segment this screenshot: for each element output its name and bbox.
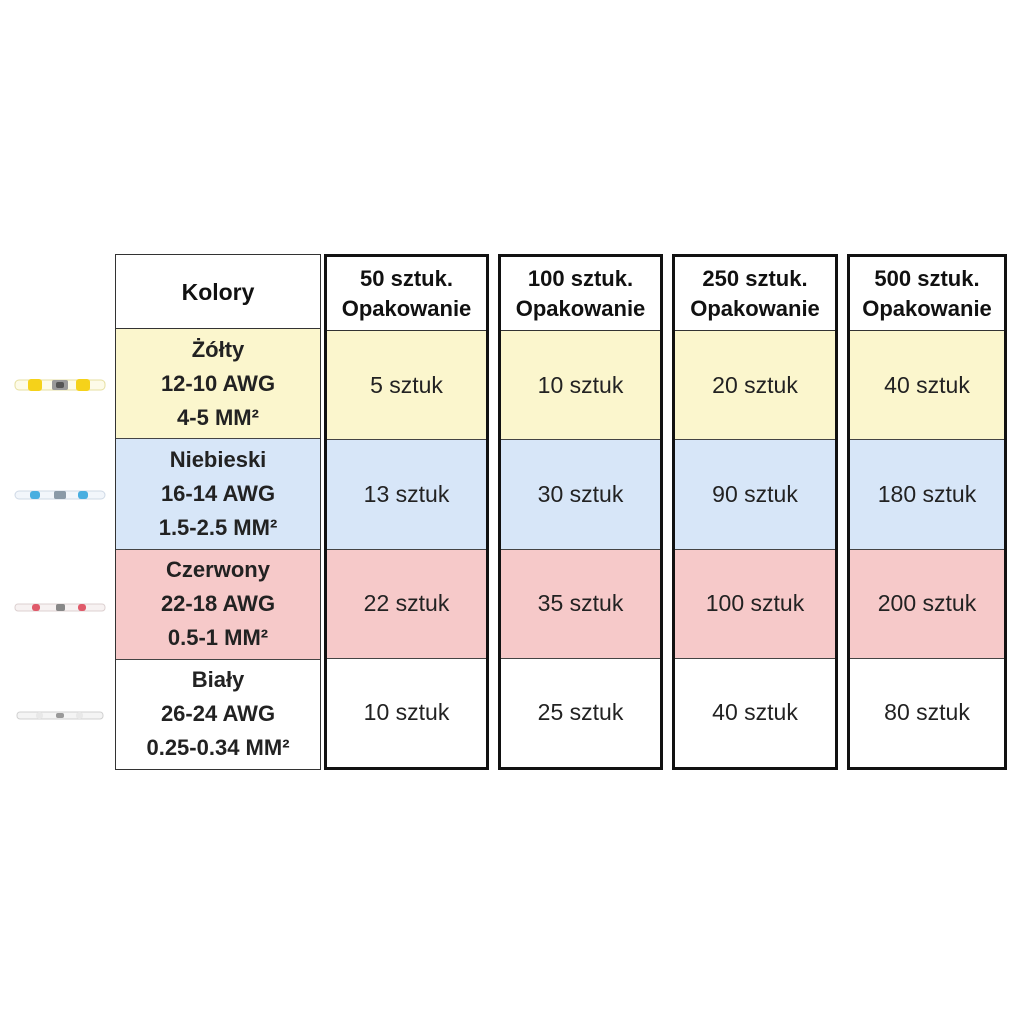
pack-cell: 10 sztuk: [501, 331, 660, 440]
pack-cell: 40 sztuk: [675, 657, 835, 767]
pack-cell: 35 sztuk: [501, 548, 660, 658]
pack-cell: 10 sztuk: [327, 657, 486, 767]
awg-range: 12-10 AWG: [160, 370, 276, 396]
yellow-solder-connector-icon: [14, 379, 106, 391]
pack-cell: 5 sztuk: [327, 331, 486, 440]
colors-header: Kolory: [116, 255, 320, 329]
pack-cell: 180 sztuk: [850, 439, 1004, 549]
pack-label: Opakowanie: [515, 295, 646, 321]
pack-cell: 25 sztuk: [501, 657, 660, 767]
awg-range: 22-18 AWG: [160, 591, 276, 617]
pack-label: Opakowanie: [690, 295, 820, 321]
mm-range: 0.25-0.34 MM²: [146, 735, 290, 761]
white-solder-connector-icon: [16, 711, 104, 720]
color-name: Czerwony: [166, 557, 270, 583]
color-name: Niebieski: [169, 446, 267, 472]
pack-cell: 40 sztuk: [850, 331, 1004, 440]
pack-label: Opakowanie: [341, 295, 472, 321]
pack-header: 50 sztuk. Opakowanie: [327, 257, 486, 331]
pack-label: Opakowanie: [862, 295, 992, 321]
mm-range: 0.5-1 MM²: [167, 625, 269, 651]
pack-header: 100 sztuk. Opakowanie: [501, 257, 660, 331]
pack-cell: 80 sztuk: [850, 657, 1004, 767]
label-row-blue: Niebieski 16-14 AWG 1.5-2.5 MM²: [116, 438, 320, 549]
pack-size: 500 sztuk.: [874, 265, 980, 291]
pack-header: 250 sztuk. Opakowanie: [675, 257, 835, 331]
colors-column: Kolory Żółty 12-10 AWG 4-5 MM² Niebieski…: [115, 254, 321, 770]
color-name: Biały: [191, 667, 245, 693]
label-row-white: Biały 26-24 AWG 0.25-0.34 MM²: [116, 658, 320, 769]
pack-cell: 100 sztuk: [675, 548, 835, 658]
label-row-red: Czerwony 22-18 AWG 0.5-1 MM²: [116, 548, 320, 659]
pack-cell: 200 sztuk: [850, 548, 1004, 658]
pack-cell: 13 sztuk: [327, 439, 486, 549]
awg-range: 16-14 AWG: [160, 480, 276, 506]
red-solder-connector-icon: [14, 603, 106, 612]
pack-size: 50 sztuk.: [360, 265, 453, 291]
pack-header: 500 sztuk. Opakowanie: [850, 257, 1004, 331]
mm-range: 1.5-2.5 MM²: [158, 514, 278, 540]
pack-cell: 20 sztuk: [675, 331, 835, 440]
color-name: Żółty: [191, 336, 245, 362]
pack-column-250: 250 sztuk. Opakowanie 20 sztuk 90 sztuk …: [672, 254, 838, 770]
pack-cell: 90 sztuk: [675, 439, 835, 549]
label-row-yellow: Żółty 12-10 AWG 4-5 MM²: [116, 329, 320, 439]
pack-size: 100 sztuk.: [527, 265, 634, 291]
pack-column-100: 100 sztuk. Opakowanie 10 sztuk 30 sztuk …: [498, 254, 663, 770]
awg-range: 26-24 AWG: [160, 701, 276, 727]
pack-cell: 30 sztuk: [501, 439, 660, 549]
pack-column-500: 500 sztuk. Opakowanie 40 sztuk 180 sztuk…: [847, 254, 1007, 770]
blue-solder-connector-icon: [14, 490, 106, 500]
pack-size: 250 sztuk.: [702, 265, 808, 291]
pack-cell: 22 sztuk: [327, 548, 486, 658]
pack-column-50: 50 sztuk. Opakowanie 5 sztuk 13 sztuk 22…: [324, 254, 489, 770]
mm-range: 4-5 MM²: [177, 404, 259, 430]
